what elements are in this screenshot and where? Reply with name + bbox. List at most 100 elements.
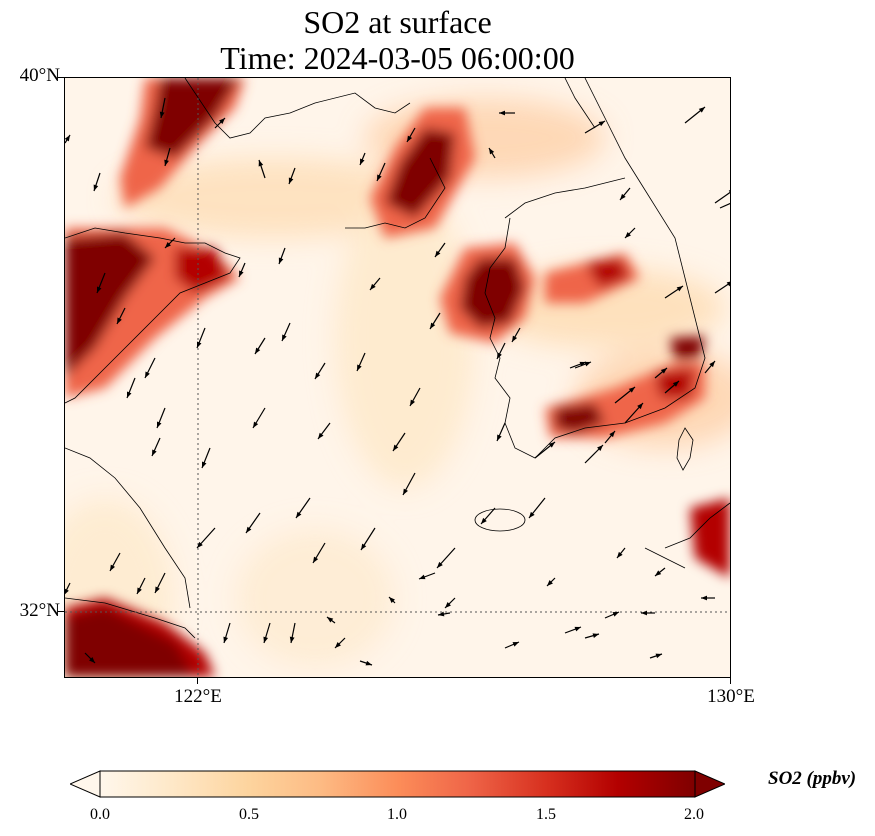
lon-label-122e: 122°E [174, 686, 222, 707]
wind-arrow-head [548, 442, 555, 448]
field-veil [335, 188, 475, 488]
wind-arrow-head [258, 160, 264, 167]
wind-arrow-head [389, 597, 395, 603]
wind-arrow-head [318, 432, 324, 439]
so2-hotspots [65, 78, 730, 677]
wind-arrow-head [403, 488, 408, 495]
wind-arrow-head [625, 232, 631, 238]
colorbar-max-extend [694, 770, 727, 798]
wind-arrow-head [202, 461, 207, 468]
colorbar-gradient [99, 770, 696, 798]
wind-arrow-head [512, 642, 519, 647]
hotspot-shanghai [65, 608, 195, 677]
wind-arrow-head [288, 177, 294, 184]
wind-arrow-head [407, 135, 413, 142]
wind-arrow-head [437, 561, 443, 568]
wind-arrow-head [335, 642, 341, 648]
hotspot-korea-south-c [670, 336, 705, 360]
colorbar-tick-2: 1.0 [387, 806, 407, 823]
colorbar-tick-0: 0.0 [90, 806, 110, 823]
coast-korea [484, 78, 706, 459]
wind-arrow-head [529, 511, 535, 518]
coast-north-korea-east [564, 78, 596, 129]
lat-label-32n: 32°N [19, 600, 60, 621]
hotspot-kyushu [690, 498, 730, 578]
hotspot-korea-south-a [555, 403, 605, 433]
wind-arrow-head [313, 556, 319, 563]
coast-tsushima [676, 427, 694, 471]
wind-arrow-head [246, 526, 252, 533]
field-veil [115, 158, 435, 238]
coast-shandong [65, 227, 241, 404]
wind-arrow-head [165, 242, 171, 248]
coast-dalian [345, 157, 446, 229]
wind-arrow-head [360, 158, 365, 165]
wind-arrow-head [145, 371, 150, 378]
wind-arrow-head [617, 551, 623, 558]
coastlines [65, 78, 730, 639]
wind-arrow-head [489, 148, 495, 155]
wind-arrow-head [357, 364, 362, 371]
wind-arrow-head [110, 564, 116, 571]
lon-tick-130e [730, 678, 731, 684]
colorbar-min-extend [68, 770, 101, 798]
wind-arrow-head [282, 334, 287, 341]
wind-arrow-head [676, 286, 683, 292]
wind-arrow-head [157, 421, 162, 428]
map-canvas [64, 77, 731, 678]
wind-arrow-head [253, 421, 259, 428]
wind-arrow-head [584, 361, 591, 367]
field-veil [235, 528, 395, 668]
wind-arrow-head [637, 403, 643, 410]
coast-changjiang [65, 597, 196, 639]
wind-arrow-head [65, 135, 70, 142]
wind-arrow-head [152, 449, 157, 456]
wind-arrow-head [512, 335, 518, 342]
wind-arrow-head [620, 193, 626, 200]
wind-arrow [65, 582, 71, 595]
lat-tick-40n [58, 77, 64, 78]
wind-arrow-head [726, 281, 730, 287]
wind-arrow-head [365, 660, 372, 666]
wind-arrow-head [547, 580, 553, 586]
wind-arrow-head [197, 341, 202, 348]
colorbar-tick-1: 0.5 [239, 806, 259, 823]
colorbar [68, 770, 727, 798]
wind-arrow-head [430, 322, 436, 329]
wind-arrow-head [497, 352, 502, 359]
hotspot-shandong-east [175, 248, 230, 293]
wind-arrow-head [628, 387, 635, 393]
wind-arrow-head [655, 570, 662, 576]
wind-arrow-head [117, 317, 122, 324]
wind-arrow-head [315, 372, 321, 379]
wind-arrow-head [93, 184, 99, 191]
lat-tick-32n [58, 611, 64, 612]
wind-arrow-head [377, 174, 382, 181]
wind-arrow-head [592, 633, 599, 638]
hotspot-gangwon [585, 258, 630, 288]
hotspot-dalian [385, 128, 455, 218]
wind-arrow-head [127, 391, 132, 398]
wind-arrow-head [197, 541, 203, 548]
coast-liaodong [184, 78, 411, 139]
coast-yalu [504, 177, 626, 219]
wind-arrow-head [574, 626, 581, 632]
wind-arrow-head [296, 511, 302, 518]
wind-arrow-head [728, 190, 730, 193]
wind-arrow-head [65, 588, 69, 595]
lat-label-40n: 40°N [19, 65, 60, 86]
wind-arrow-head [255, 347, 261, 354]
wind-arrow-head [410, 399, 416, 406]
wind-arrow-head [641, 610, 647, 616]
hotspot-shandong [65, 233, 155, 378]
hotspot-seoul [460, 258, 525, 328]
wind-arrow-head [672, 381, 679, 387]
coast-jiangsu [65, 447, 191, 609]
wind-arrow-head [327, 617, 334, 623]
hotspot-liaodong [145, 78, 240, 158]
wind-arrow-head [278, 257, 284, 264]
colorbar-tick-4: 2.0 [684, 806, 704, 823]
wind-arrow-head [89, 657, 95, 663]
wind-arrow-head [660, 368, 667, 374]
colorbar-unit-label: SO2 (ppbv) [768, 768, 857, 789]
